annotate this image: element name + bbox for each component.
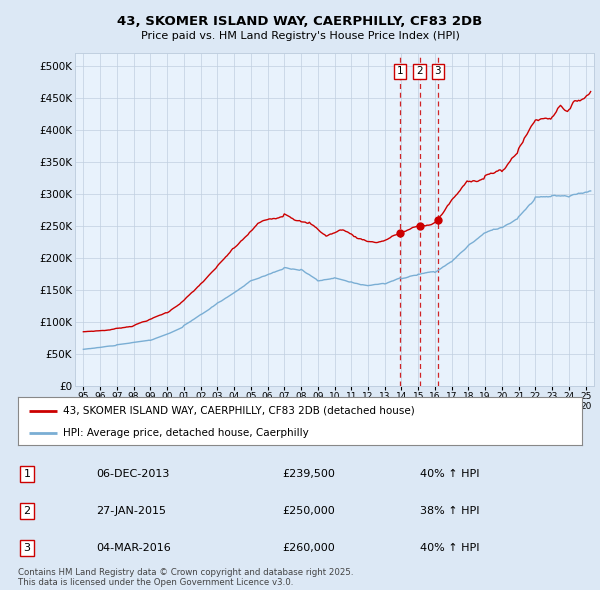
Text: £239,500: £239,500 bbox=[282, 469, 335, 478]
Text: This data is licensed under the Open Government Licence v3.0.: This data is licensed under the Open Gov… bbox=[18, 578, 293, 587]
Text: Price paid vs. HM Land Registry's House Price Index (HPI): Price paid vs. HM Land Registry's House … bbox=[140, 31, 460, 41]
Text: 2: 2 bbox=[416, 67, 423, 77]
Text: 3: 3 bbox=[23, 543, 31, 553]
Text: £250,000: £250,000 bbox=[282, 506, 335, 516]
Text: 43, SKOMER ISLAND WAY, CAERPHILLY, CF83 2DB (detached house): 43, SKOMER ISLAND WAY, CAERPHILLY, CF83 … bbox=[63, 405, 415, 415]
Text: 06-DEC-2013: 06-DEC-2013 bbox=[96, 469, 169, 478]
Text: 38% ↑ HPI: 38% ↑ HPI bbox=[420, 506, 479, 516]
Text: £260,000: £260,000 bbox=[282, 543, 335, 553]
Text: Contains HM Land Registry data © Crown copyright and database right 2025.: Contains HM Land Registry data © Crown c… bbox=[18, 568, 353, 576]
Text: HPI: Average price, detached house, Caerphilly: HPI: Average price, detached house, Caer… bbox=[63, 428, 309, 438]
Text: 40% ↑ HPI: 40% ↑ HPI bbox=[420, 543, 479, 553]
Text: 43, SKOMER ISLAND WAY, CAERPHILLY, CF83 2DB: 43, SKOMER ISLAND WAY, CAERPHILLY, CF83 … bbox=[118, 15, 482, 28]
Text: 3: 3 bbox=[434, 67, 441, 77]
Text: 27-JAN-2015: 27-JAN-2015 bbox=[96, 506, 166, 516]
Text: 2: 2 bbox=[23, 506, 31, 516]
Text: 1: 1 bbox=[397, 67, 403, 77]
Text: 40% ↑ HPI: 40% ↑ HPI bbox=[420, 469, 479, 478]
Text: 04-MAR-2016: 04-MAR-2016 bbox=[96, 543, 171, 553]
Text: 1: 1 bbox=[23, 469, 31, 478]
